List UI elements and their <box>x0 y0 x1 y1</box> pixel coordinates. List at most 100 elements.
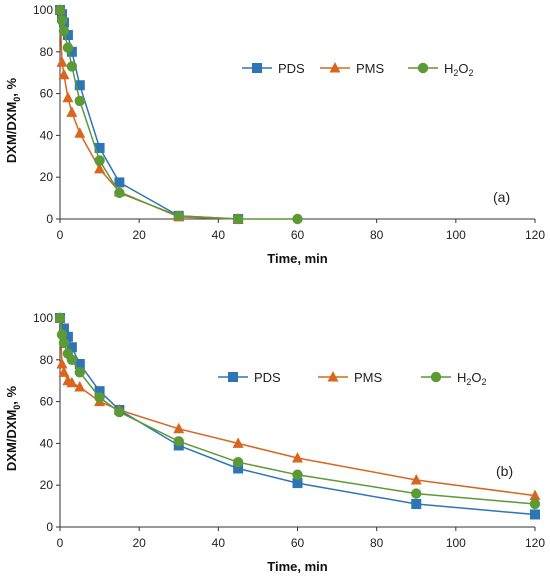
data-point-pds <box>62 30 73 41</box>
data-point-pms <box>410 473 422 485</box>
panel-b: 0 20 40 60 80 100 0 20 40 60 80 100 120 Time, min DXM/… <box>4 311 545 574</box>
data-point-pds <box>94 142 105 153</box>
y-axis-title: DXM/DXM0, % <box>4 77 22 163</box>
data-point-pds <box>58 323 69 334</box>
data-point-pds <box>292 478 303 489</box>
legend-label: PDS <box>254 370 281 385</box>
data-point-pds <box>62 331 73 342</box>
y-axis-title: DXM/DXM0, % <box>4 385 22 471</box>
axes: 0 20 40 60 80 100 0 20 40 60 80 100 120 <box>33 311 545 550</box>
x-tick-label: 0 <box>57 228 64 242</box>
data-point-pds <box>530 509 540 520</box>
data-point-h2o2 <box>232 457 244 468</box>
data-point-h2o2 <box>292 213 303 225</box>
y-tick-label: 60 <box>40 395 54 409</box>
x-tick-label: 60 <box>291 228 305 242</box>
y-tick-label: 40 <box>40 436 54 450</box>
data-point-h2o2 <box>529 498 541 510</box>
data-point-pms <box>62 91 74 103</box>
legend-item-pds: PDS <box>218 370 281 385</box>
legend-label: H2O2 <box>444 61 474 78</box>
x-axis-title: Time, min <box>267 251 328 266</box>
x-tick-label: 100 <box>446 228 466 242</box>
y-tick-label: 80 <box>40 353 54 367</box>
axes: 0 20 40 60 80 100 0 20 40 60 80 100 120 <box>33 3 545 242</box>
legend-label: H2O2 <box>457 370 487 387</box>
x-tick-label: 100 <box>446 536 466 550</box>
data-point-h2o2 <box>74 367 85 378</box>
data-point-pds <box>74 80 85 91</box>
x-tick-label: 0 <box>57 536 64 550</box>
data-point-pds <box>66 342 77 353</box>
legend: PDS PMS H2O2 <box>218 370 487 387</box>
series-line-pms <box>59 9 239 220</box>
series-line-h2o2 <box>59 9 298 220</box>
panel-label: (b) <box>496 463 513 479</box>
y-tick-label: 0 <box>46 212 53 226</box>
legend-item-h2o2: H2O2 <box>421 370 487 387</box>
data-point-h2o2 <box>56 15 68 26</box>
data-point-h2o2 <box>411 488 422 499</box>
data-point-pds <box>114 177 125 188</box>
data-point-h2o2 <box>58 337 70 349</box>
data-point-h2o2 <box>232 213 244 225</box>
data-point-h2o2 <box>94 392 105 403</box>
data-point-h2o2 <box>66 61 78 72</box>
data-point-h2o2 <box>66 354 78 365</box>
x-tick-label: 20 <box>132 228 146 242</box>
data-point-h2o2 <box>173 210 184 222</box>
y-tick-label: 100 <box>33 3 53 17</box>
legend-item-pms: PMS <box>320 61 385 76</box>
legend-item-pms: PMS <box>318 370 383 385</box>
data-point-pms <box>94 162 106 174</box>
x-tick-label: 20 <box>132 536 146 550</box>
data-point-pds <box>66 46 77 57</box>
data-point-pds <box>74 358 85 369</box>
data-point-h2o2 <box>94 155 105 166</box>
data-point-pms <box>56 357 68 369</box>
x-tick-label: 40 <box>212 228 226 242</box>
legend-marker-pds <box>228 372 238 382</box>
series-line-pds <box>59 9 239 220</box>
legend-label: PMS <box>354 370 383 385</box>
data-point-h2o2 <box>114 187 125 199</box>
legend-marker-h2o2 <box>417 62 429 74</box>
data-point-h2o2 <box>292 469 303 480</box>
legend-marker-pms <box>329 62 341 73</box>
data-point-h2o2 <box>58 25 70 37</box>
data-point-pds <box>94 386 105 397</box>
series-pms <box>54 4 244 224</box>
legend-item-pds: PDS <box>242 61 305 76</box>
data-point-pms <box>173 422 185 434</box>
series-h2o2 <box>54 312 541 510</box>
y-tick-label: 0 <box>46 520 53 534</box>
data-point-pms <box>58 68 70 80</box>
data-point-pms <box>56 56 68 67</box>
x-tick-label: 120 <box>525 228 545 242</box>
y-tick-label: 60 <box>40 87 54 101</box>
series-h2o2 <box>54 4 303 225</box>
legend-label: PDS <box>278 61 305 76</box>
data-point-h2o2 <box>54 312 66 324</box>
data-point-pms <box>529 489 541 501</box>
data-point-pms <box>66 376 78 388</box>
legend: PDS PMS H2O2 <box>242 61 474 78</box>
y-tick-label: 20 <box>40 478 54 492</box>
data-point-pms <box>66 106 78 117</box>
series-pds <box>55 5 244 224</box>
x-tick-label: 80 <box>370 228 384 242</box>
panel-label: (a) <box>493 189 510 205</box>
x-tick-label: 40 <box>212 536 226 550</box>
x-tick-label: 60 <box>291 536 305 550</box>
data-point-pms <box>74 380 86 392</box>
y-tick-label: 40 <box>40 128 54 142</box>
data-point-pms <box>58 366 70 377</box>
data-point-h2o2 <box>56 329 68 340</box>
data-point-h2o2 <box>74 95 85 107</box>
legend-marker-pms <box>327 371 339 382</box>
data-point-pms <box>292 452 303 463</box>
data-point-pms <box>232 437 244 448</box>
y-tick-label: 80 <box>40 45 54 59</box>
data-point-pds <box>233 463 244 474</box>
